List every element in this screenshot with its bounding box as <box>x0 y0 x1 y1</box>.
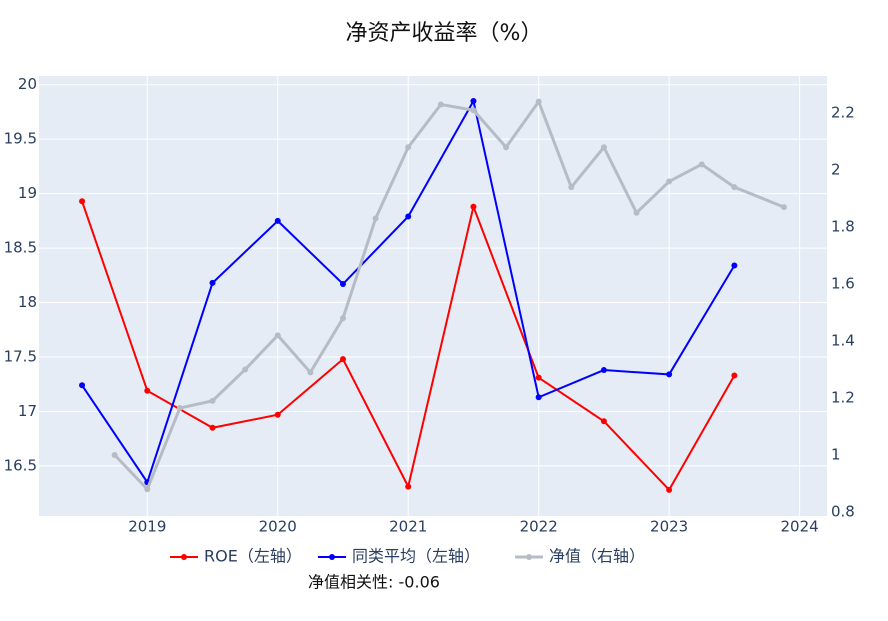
point <box>437 101 444 108</box>
y2-tick-label: 0.8 <box>831 503 855 521</box>
y2-tick-label: 2 <box>831 161 841 179</box>
point <box>470 107 477 114</box>
point <box>666 371 673 378</box>
point <box>274 217 281 224</box>
point <box>307 369 314 376</box>
point <box>339 315 346 322</box>
x-tick-label: 2021 <box>389 518 427 536</box>
legend-marker <box>329 554 335 560</box>
point <box>666 486 673 493</box>
point <box>209 397 216 404</box>
point <box>503 144 510 151</box>
point <box>79 382 86 389</box>
x-tick-label: 2019 <box>128 518 166 536</box>
chart-title: 净资产收益率（%） <box>346 21 543 46</box>
y-tick-label: 19 <box>18 184 37 202</box>
y2-tick-label: 2.2 <box>831 104 855 122</box>
point <box>535 394 542 401</box>
point <box>274 332 281 339</box>
y-tick-label: 17.5 <box>4 347 37 365</box>
point <box>731 372 738 379</box>
y2-tick-label: 1.6 <box>831 275 855 293</box>
point <box>633 209 640 216</box>
y-tick-label: 20 <box>18 75 37 93</box>
y2-tick-label: 1.4 <box>831 332 855 350</box>
y-tick-label: 18 <box>18 293 37 311</box>
point <box>144 387 151 394</box>
x-tick-label: 2023 <box>650 518 688 536</box>
point <box>470 203 477 210</box>
y-tick-label: 18.5 <box>4 239 37 257</box>
point <box>405 144 412 151</box>
point <box>600 144 607 151</box>
point <box>176 404 183 411</box>
point <box>144 486 151 493</box>
point <box>111 452 118 459</box>
legend-marker <box>181 554 187 560</box>
y2-tick-label: 1.2 <box>831 389 855 407</box>
x-tick-label: 2024 <box>781 518 819 536</box>
point <box>470 98 477 105</box>
point <box>209 279 216 286</box>
point <box>209 424 216 431</box>
point <box>79 198 86 205</box>
point <box>339 356 346 363</box>
point <box>405 213 412 220</box>
y-tick-label: 19.5 <box>4 130 37 148</box>
point <box>600 367 607 374</box>
x-tick-label: 2020 <box>259 518 297 536</box>
point <box>568 184 575 191</box>
point <box>535 374 542 381</box>
legend-label: 同类平均（左轴） <box>352 547 480 566</box>
point <box>666 178 673 185</box>
y-tick-label: 17 <box>18 402 37 420</box>
point <box>242 366 249 373</box>
legend-label: ROE（左轴） <box>204 547 302 566</box>
y-tick-label: 16.5 <box>4 456 37 474</box>
legend-marker <box>526 554 532 560</box>
point <box>535 98 542 105</box>
point <box>339 281 346 288</box>
point <box>405 483 412 490</box>
point <box>731 262 738 269</box>
y2-tick-label: 1.8 <box>831 218 855 236</box>
legend-label: 净值（右轴） <box>549 547 645 566</box>
point <box>698 161 705 168</box>
point <box>274 411 281 418</box>
point <box>780 204 787 211</box>
point <box>372 215 379 222</box>
x-tick-label: 2022 <box>520 518 558 536</box>
y2-tick-label: 1 <box>831 446 841 464</box>
annotation: 净值相关性: -0.06 <box>308 573 440 592</box>
point <box>600 418 607 425</box>
point <box>731 184 738 191</box>
